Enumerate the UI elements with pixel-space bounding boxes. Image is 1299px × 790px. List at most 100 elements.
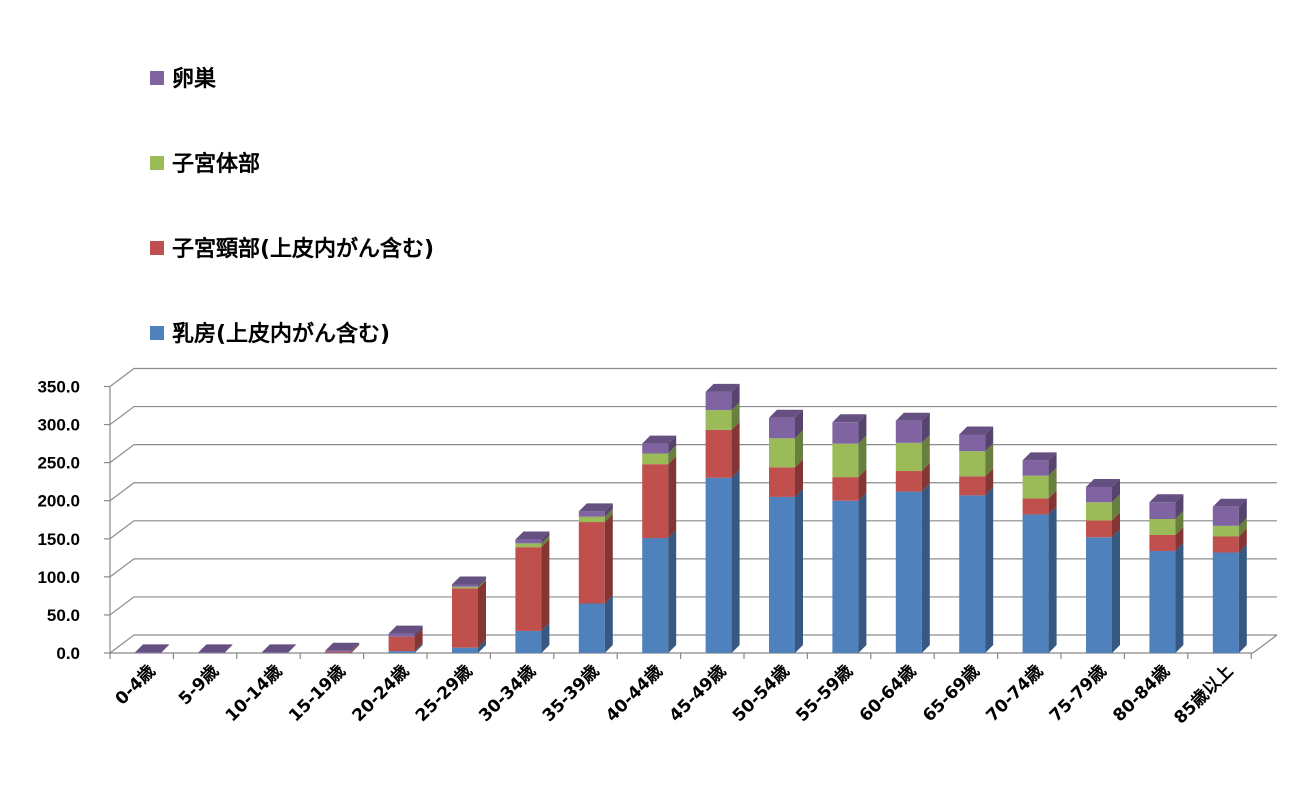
bar-segment-side [541,622,550,653]
x-tick-label: 60-64歳 [855,661,920,726]
bar-segment-front [959,451,986,477]
bar-segment-top [261,644,296,653]
bar-segment-side [414,625,423,637]
bar-segment-front [832,477,859,501]
legend-label: 子宮頸部(上皮内がん含む) [172,236,434,262]
bar-segment-side [604,595,613,653]
y-tick-label: 50.0 [47,606,80,625]
bar-segment-side [541,535,550,548]
y-tick-label: 100.0 [37,568,80,587]
legend-swatch [150,156,164,170]
bar-segment-front [895,471,922,492]
bar-segment-side [795,430,803,468]
bar-segment-top [1022,452,1057,461]
bar-segment-front [388,633,415,637]
bar-segment-front [705,477,732,653]
bar-segment-front [452,588,478,648]
legend-swatch [150,326,164,340]
x-tick-label: 55-59歳 [792,661,857,726]
bar-segment-front [642,538,669,653]
bar-segment-side [287,644,296,653]
bar-segment-top [135,644,169,653]
bar-segment-front [515,539,542,544]
bar-segment-side [795,409,803,439]
bar-segment-front [1149,518,1176,535]
bar-segment-side [1048,490,1057,515]
bar-segment-side [921,483,930,653]
gridline [109,367,1277,387]
bar-segment-front [1086,502,1112,521]
bar-segment-side [478,576,486,587]
bar-segment-front [1086,537,1112,653]
bar-segment-front [1149,550,1176,653]
bar-segment-side [668,435,677,454]
bar-segment-front [325,651,352,653]
legend-label: 卵巣 [172,66,217,92]
x-tick-label: 10-14歳 [221,661,286,726]
bar-segment-front [769,467,795,497]
bar-segment-front [388,636,415,652]
bar-segment-front [1086,520,1112,538]
x-tick-label: 40-44歳 [601,661,666,726]
bar-stack [1212,498,1247,653]
bar-segment-front [959,434,986,452]
bar-segment-side [478,578,486,589]
bar-segment-top [515,531,550,540]
bar-segment-top [325,642,360,651]
bar-segment-side [668,445,677,465]
bar-segment-side [921,412,930,443]
bar-segment-top [1086,479,1120,488]
bar-stack [135,644,169,653]
x-tick-label: 70-74歳 [982,661,1047,726]
bar-segment-side [731,402,740,430]
bar-segment-top [388,625,423,634]
bar-segment-side [921,463,930,492]
bar-segment-front [642,453,669,465]
floor-right-edge [1252,634,1278,654]
bar-segment-front [832,443,859,478]
bar-stack [769,409,803,653]
bar-segment-side [161,644,169,653]
bar-segment-side [985,443,994,477]
bar-segment-front [452,586,478,589]
bar-segment-front [705,410,732,430]
bar-segment-front [515,630,542,653]
x-tick-label: 35-39歳 [538,661,603,726]
bar-segment-front [578,511,605,517]
bar-segment-side [1238,544,1247,653]
bar-segment-front [705,429,732,478]
x-tick-label: 50-54歳 [728,661,793,726]
bar-segment-side [604,508,613,523]
bar-segment-top [1212,498,1247,507]
bar-segment-front [135,652,161,653]
bar-segment-front [1022,514,1049,653]
bar-segment-top [1149,494,1184,503]
bar-segment-front [515,547,542,631]
bar-segment-front [198,652,225,653]
x-tick-label: 20-24歳 [348,661,413,726]
bar-segment-side [478,639,486,653]
bar-segment-front [578,516,605,523]
bar-segment-front [895,420,922,443]
bar-stack [198,644,233,653]
bar-segment-top [832,414,867,423]
bar-segment-front [261,652,288,653]
x-tick-label: 75-79歳 [1045,661,1110,726]
x-tick-label: 30-34歳 [475,661,540,726]
bar-segment-front [705,391,732,411]
bar-segment-side [921,434,930,472]
bar-segment-top [959,426,994,435]
x-tick-label: 25-29歳 [411,661,476,726]
gridline [109,405,1277,426]
bar-segment-side [795,488,803,653]
bars [135,383,1247,653]
bar-segment-side [668,530,677,653]
bar-segment-side [1112,494,1120,521]
y-tick-label: 300.0 [37,416,80,435]
bar-segment-side [858,435,867,478]
bar-segment-front [1212,525,1239,537]
gridlines [109,367,1277,654]
x-tick-label: 15-19歳 [284,661,349,726]
